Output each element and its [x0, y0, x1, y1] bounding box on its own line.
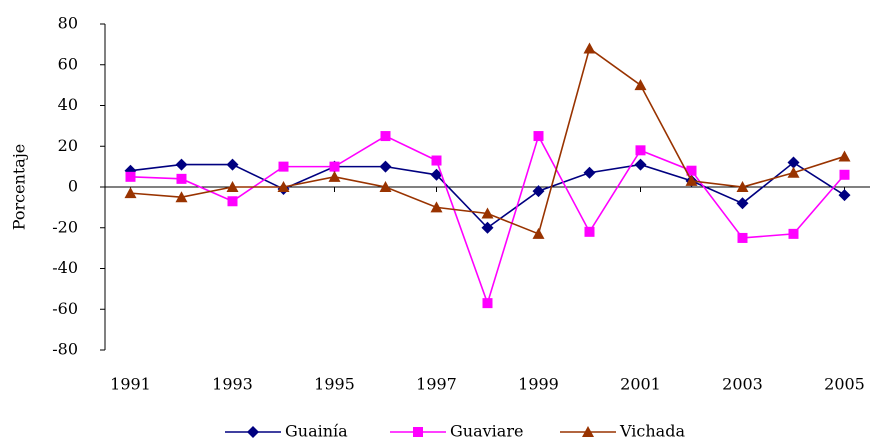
marker	[430, 168, 443, 181]
x-tick-label: 2005	[824, 375, 865, 394]
marker	[532, 185, 545, 198]
legend-label: Guaviare	[450, 422, 523, 441]
x-tick-label: 1993	[212, 375, 253, 394]
marker	[379, 160, 392, 173]
x-tick-label: 2003	[722, 375, 763, 394]
marker	[227, 196, 238, 207]
marker	[175, 191, 188, 203]
marker	[277, 181, 290, 192]
x-tick-label: 1997	[416, 375, 457, 394]
legend-marker	[247, 426, 259, 438]
y-axis-label: Porcentaje	[10, 144, 29, 231]
marker	[736, 197, 749, 210]
marker	[584, 226, 595, 237]
y-tick-label: 20	[58, 136, 78, 155]
marker	[533, 131, 544, 142]
marker	[379, 181, 392, 192]
marker	[176, 173, 187, 184]
marker	[481, 221, 494, 234]
y-tick-label: 80	[58, 14, 78, 33]
legend-marker	[582, 426, 594, 437]
y-tick-label: -40	[52, 258, 78, 277]
marker	[431, 155, 442, 166]
marker	[686, 165, 697, 176]
marker	[788, 228, 799, 239]
legend-label: Guainía	[285, 422, 348, 441]
y-tick-label: -60	[52, 299, 78, 318]
marker	[787, 166, 800, 178]
marker	[226, 181, 239, 192]
legend-label: Vichada	[619, 422, 685, 441]
marker	[226, 158, 239, 171]
marker	[583, 42, 596, 54]
y-tick-label: 0	[68, 177, 78, 196]
marker	[124, 187, 137, 199]
y-tick-label: 40	[58, 95, 78, 114]
marker	[838, 189, 851, 202]
y-tick-label: -80	[52, 340, 78, 359]
marker	[737, 232, 748, 243]
marker	[583, 166, 596, 179]
x-tick-label: 2001	[620, 375, 661, 394]
marker	[635, 145, 646, 156]
y-tick-label: 60	[58, 54, 78, 73]
marker	[329, 161, 340, 172]
marker	[125, 171, 136, 182]
legend-marker	[413, 427, 423, 437]
x-tick-label: 1999	[518, 375, 559, 394]
marker	[328, 170, 341, 182]
marker	[685, 174, 698, 186]
x-tick-label: 1995	[314, 375, 355, 394]
marker	[839, 169, 850, 180]
marker	[278, 161, 289, 172]
marker	[481, 207, 494, 219]
series-line	[130, 47, 845, 235]
marker	[482, 298, 493, 309]
marker	[175, 158, 188, 171]
marker	[838, 150, 851, 162]
marker	[380, 131, 391, 142]
marker	[532, 227, 545, 239]
series-line	[130, 133, 846, 306]
marker	[634, 79, 647, 91]
y-tick-label: -20	[52, 217, 78, 236]
x-tick-label: 1991	[110, 375, 151, 394]
marker	[736, 181, 749, 192]
marker	[430, 201, 443, 213]
marker	[787, 156, 800, 169]
marker	[634, 158, 647, 171]
